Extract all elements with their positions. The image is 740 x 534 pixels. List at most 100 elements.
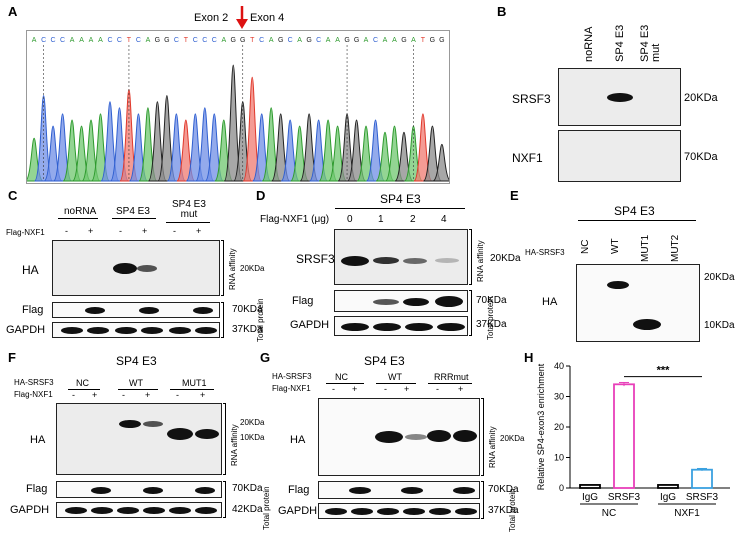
junction-arrow-icon	[236, 6, 248, 29]
row-label: GAPDH	[290, 319, 330, 331]
band	[195, 487, 215, 494]
blot-flag	[52, 302, 220, 318]
lane-label: SP4 E3	[614, 24, 626, 62]
blot-gapdh	[318, 503, 480, 519]
group-label: NC	[335, 372, 348, 382]
panel-b-label: B	[497, 4, 507, 19]
row-label: HA	[22, 263, 39, 277]
band	[403, 298, 429, 306]
base-letter: A	[383, 37, 388, 44]
band	[373, 257, 399, 264]
row-label: SRSF3	[512, 92, 551, 106]
dose: 4	[441, 214, 447, 225]
base-letter: A	[411, 37, 416, 44]
base-letter: T	[127, 37, 132, 44]
lane-label: SP4 E3 mut	[639, 24, 662, 62]
bar	[613, 383, 635, 489]
band	[633, 319, 661, 330]
sign: -	[332, 384, 335, 394]
row-label: HA	[542, 296, 558, 308]
base-letter: C	[60, 37, 65, 44]
sign: -	[119, 226, 122, 236]
band	[141, 327, 163, 334]
ha-srsf3-label: HA-SRSF3	[525, 248, 565, 257]
blot-srsf3	[558, 68, 681, 126]
exon-right-label: Exon 4	[250, 12, 285, 24]
band	[375, 431, 403, 443]
sign: -	[72, 390, 75, 400]
base-letter: G	[231, 37, 236, 44]
size-label: 20KDa	[500, 434, 525, 443]
group-label: SP4 E3	[116, 206, 150, 217]
band	[65, 507, 87, 514]
base-letter: A	[392, 37, 397, 44]
x-tick-label: SRSF3	[608, 492, 641, 503]
base-letter: A	[98, 37, 103, 44]
group-label: RRRmut	[434, 372, 469, 382]
base-letter: G	[344, 37, 349, 44]
x-tick-label: IgG	[660, 492, 676, 503]
blot-ha	[56, 403, 222, 475]
row-label: GAPDH	[6, 324, 46, 336]
group-label: NC	[602, 508, 616, 519]
base-letter: A	[364, 37, 369, 44]
sign: +	[145, 390, 151, 400]
band	[377, 508, 399, 515]
sign: +	[196, 226, 202, 236]
band	[403, 508, 425, 515]
band	[325, 508, 347, 515]
base-letter: A	[146, 37, 151, 44]
base-letter: C	[316, 37, 321, 44]
base-letter: A	[221, 37, 226, 44]
total-protein-label: Total protein	[486, 296, 495, 340]
band	[167, 428, 193, 440]
band	[453, 487, 475, 494]
band	[349, 487, 371, 494]
band	[193, 307, 213, 314]
size-label: 20KDa	[240, 264, 265, 273]
y-tick-label: 20	[554, 422, 564, 432]
y-tick-label: 30	[554, 392, 564, 402]
bar	[657, 484, 679, 489]
band	[455, 508, 477, 515]
base-letter: A	[269, 37, 274, 44]
bar	[579, 484, 601, 489]
x-tick-label: SRSF3	[686, 492, 719, 503]
base-letter: G	[401, 37, 406, 44]
ha-srsf3-label: HA-SRSF3	[14, 378, 54, 387]
sign: -	[436, 384, 439, 394]
rna-affinity-label: RNA affinity	[476, 240, 485, 282]
band	[405, 434, 427, 440]
band	[91, 507, 113, 514]
size-label: 70KDa	[232, 483, 263, 494]
base-letter: G	[354, 37, 359, 44]
panel-title: SP4 E3	[364, 354, 405, 368]
band	[341, 323, 369, 331]
band	[351, 508, 373, 515]
lane-label: WT	[610, 238, 621, 254]
base-letter: C	[174, 37, 179, 44]
band	[139, 307, 159, 314]
group-label: MUT1	[182, 378, 207, 388]
base-letter: G	[164, 37, 169, 44]
panel-c-label: C	[8, 188, 18, 203]
panel-g-label: G	[260, 350, 271, 365]
sign: -	[176, 390, 179, 400]
group-label: WT	[129, 378, 143, 388]
base-letter: A	[70, 37, 75, 44]
band	[373, 323, 401, 331]
size-label: 37KDa	[488, 505, 519, 516]
band	[405, 323, 433, 331]
blot-ha	[318, 398, 480, 476]
group-label: SP4 E3 mut	[172, 199, 206, 220]
band	[195, 429, 219, 439]
sign: -	[65, 226, 68, 236]
sign: +	[200, 390, 206, 400]
row-label: Flag	[26, 483, 48, 495]
size-label: 20KDa	[704, 272, 735, 283]
lane-label: MUT2	[670, 234, 681, 262]
band	[85, 307, 105, 314]
base-letter: A	[297, 37, 302, 44]
